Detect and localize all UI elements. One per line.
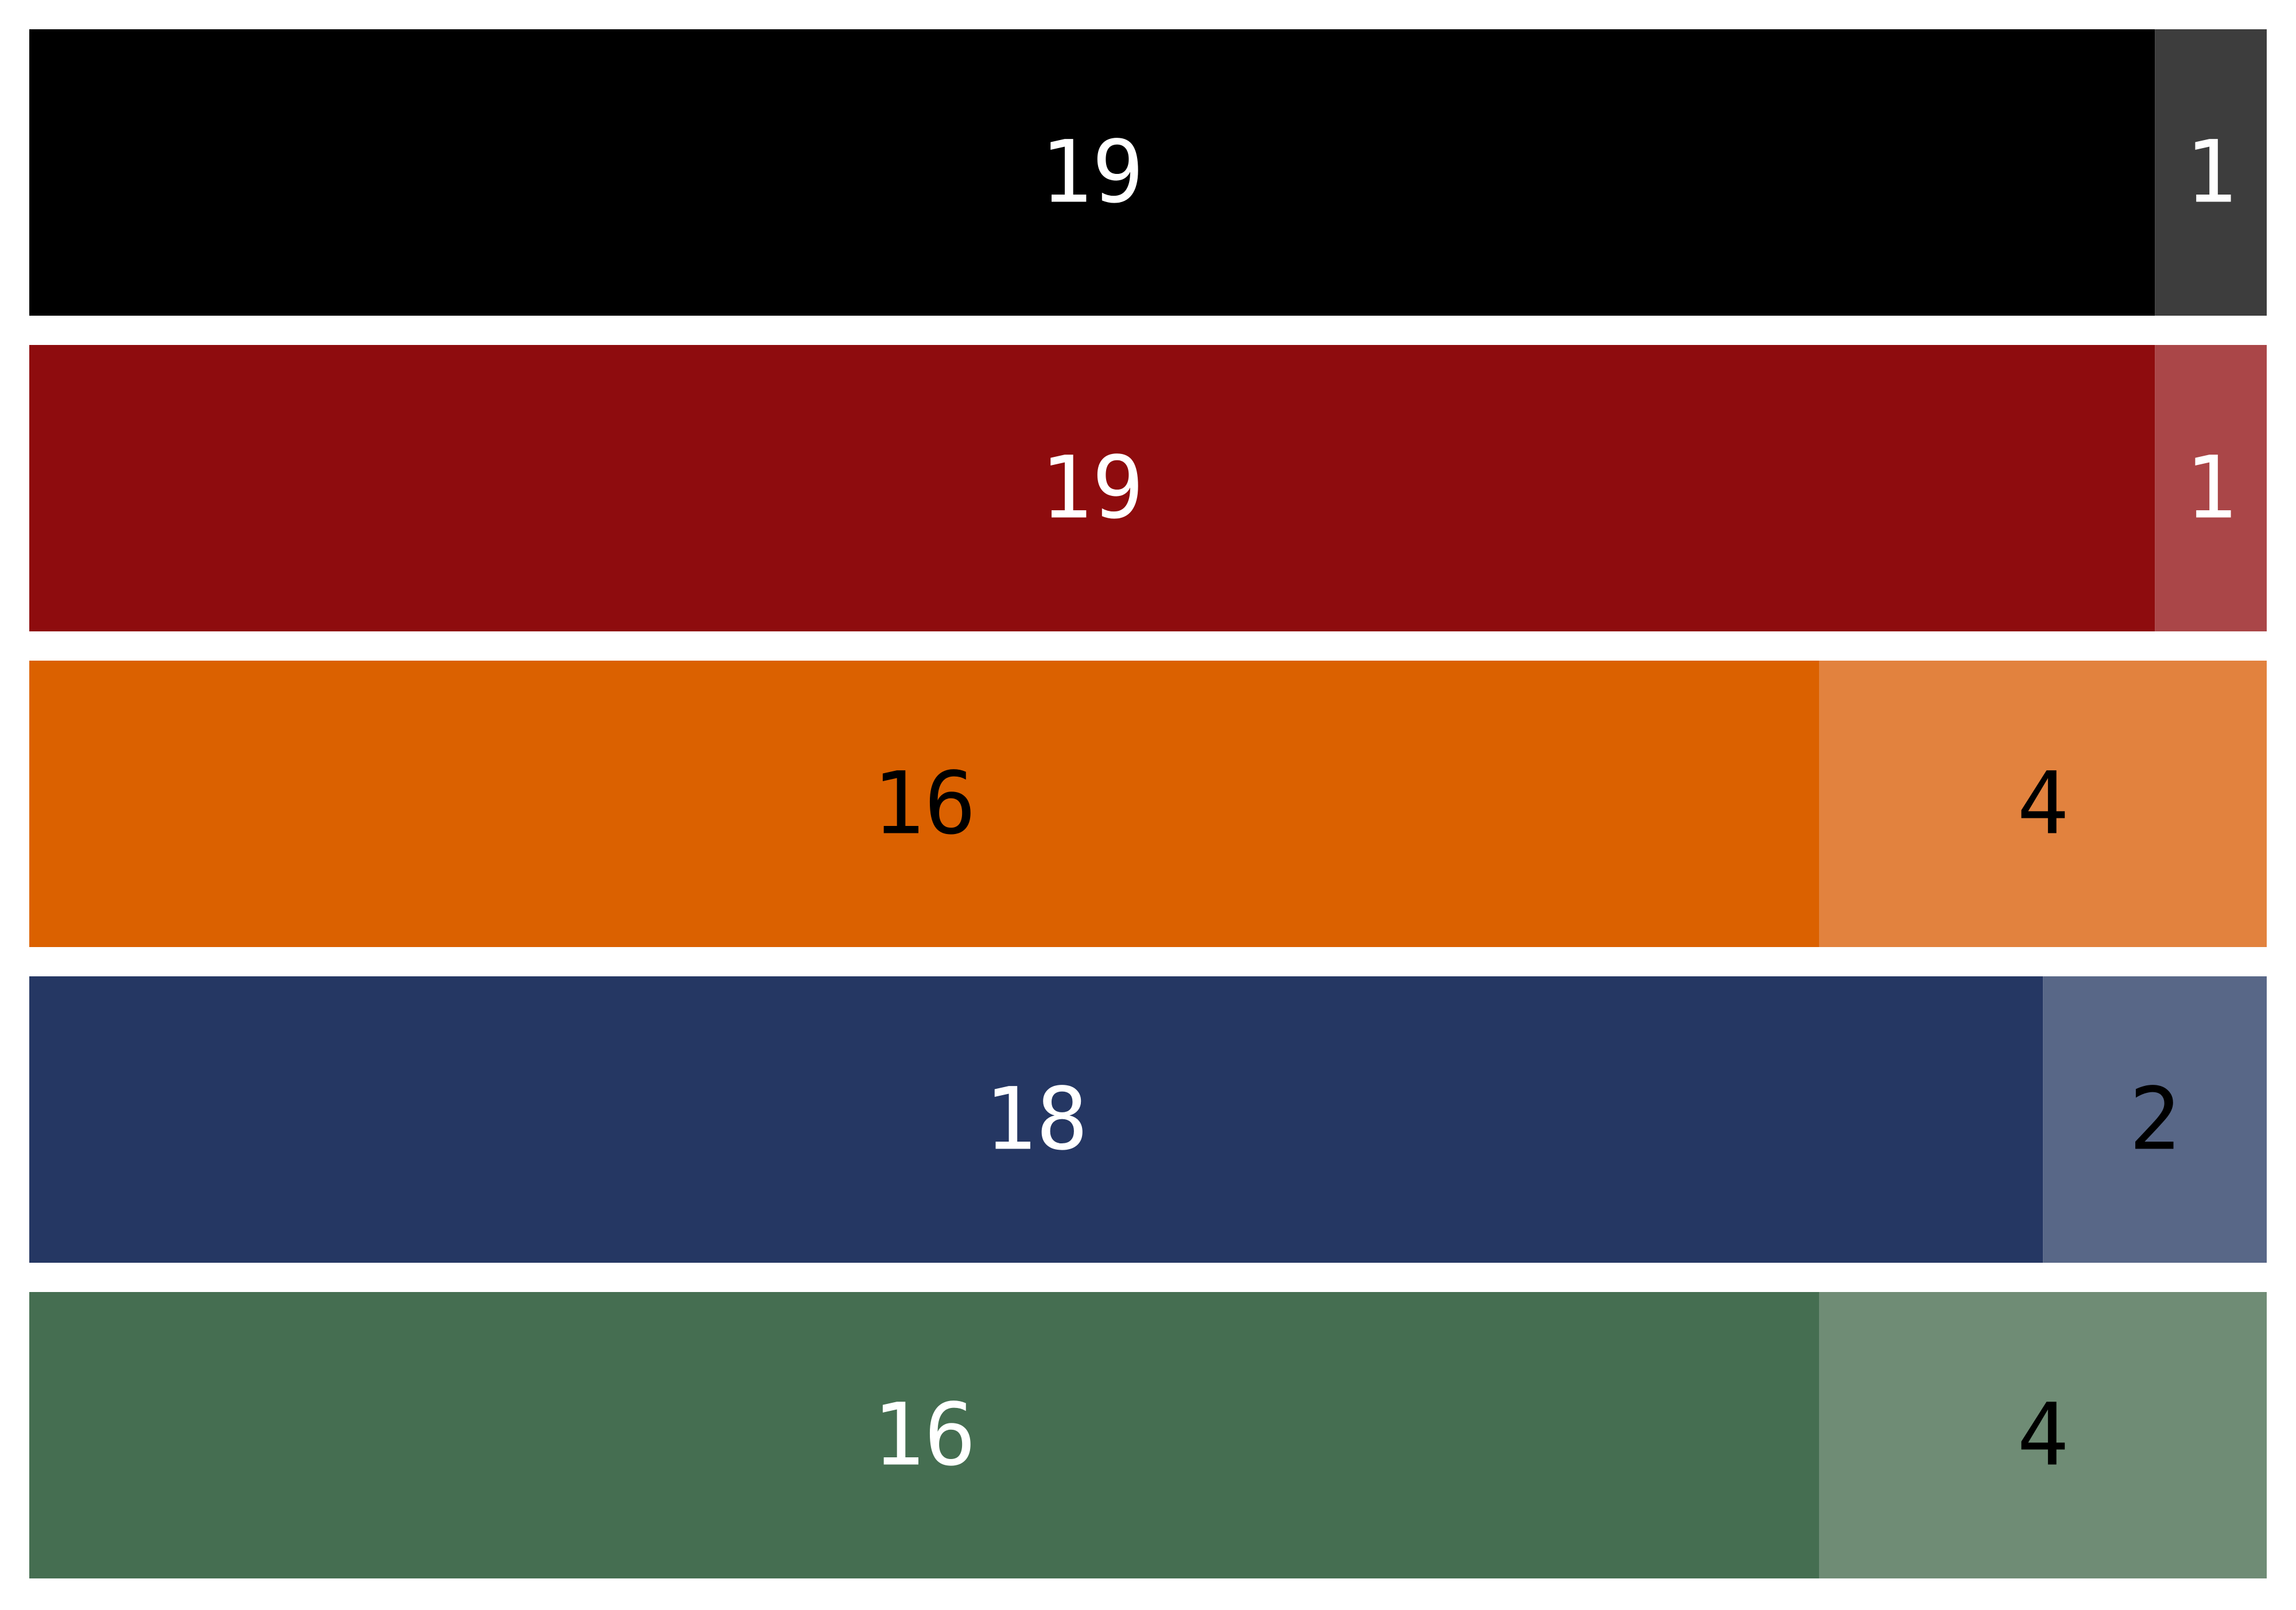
data-label-row3-seg1: 16 [872,754,976,854]
bar-row-4: 18 2 [29,976,2267,1263]
bar-segment-row3-seg1 [29,661,1820,947]
bar-row-3: 16 4 [29,661,2267,947]
data-label-row5-seg1: 16 [872,1386,976,1485]
bar-row-2: 19 1 [29,345,2267,631]
data-label-row5-seg2: 4 [2017,1386,2069,1485]
data-label-row4-seg1: 18 [984,1070,1088,1170]
bar-segment-row1-seg2 [2155,29,2267,316]
bar-row-5: 16 4 [29,1292,2267,1578]
data-label-row1-seg1: 19 [1040,123,1144,223]
data-label-row3-seg2: 4 [2017,754,2069,854]
bar-segment-row1-seg1 [29,29,2155,316]
bar-segment-row2-seg1 [29,345,2155,631]
bar-segment-row3-seg2 [1819,661,2267,947]
bar-segment-row5-seg2 [1819,1292,2267,1578]
data-label-row1-seg2: 1 [2185,123,2236,223]
bar-row-1: 19 1 [29,29,2267,316]
bar-segment-row2-seg2 [2155,345,2267,631]
bar-segment-row4-seg1 [29,976,2043,1263]
data-label-row4-seg2: 2 [2129,1070,2181,1170]
bar-segment-row5-seg1 [29,1292,1820,1578]
data-label-row2-seg2: 1 [2185,439,2236,538]
data-label-row2-seg1: 19 [1040,439,1144,538]
bar-segment-row4-seg2 [2043,976,2267,1263]
